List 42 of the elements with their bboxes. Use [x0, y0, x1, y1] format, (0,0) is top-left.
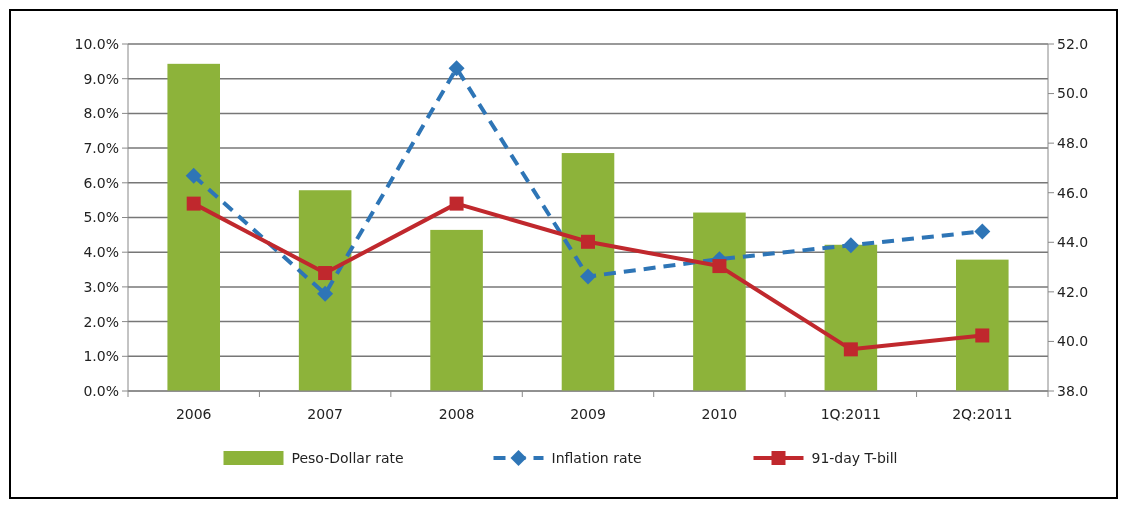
y-tick-label: 1.0%: [83, 348, 119, 365]
point: [185, 167, 202, 184]
point: [186, 196, 201, 211]
point: [449, 196, 464, 211]
point: [580, 268, 596, 285]
point: [843, 342, 858, 357]
x-tick-label: 1Q:2011: [820, 406, 881, 422]
y-tick-label: 5.0%: [83, 209, 119, 226]
y-tick-label: 4.0%: [83, 244, 119, 261]
point: [712, 259, 727, 274]
y-tick-label: 3.0%: [83, 278, 119, 295]
y-tick-label: 10.0%: [74, 35, 119, 52]
y2-tick-label: 44.0: [1057, 234, 1089, 251]
point: [317, 285, 334, 302]
x-tick-label: 2006: [175, 406, 212, 422]
y-tick-label: 0.0%: [83, 382, 119, 399]
point: [974, 223, 991, 240]
y2-tick-label: 38.0: [1057, 382, 1089, 399]
y2-tick-label: 48.0: [1057, 135, 1089, 152]
y2-tick-label: 42.0: [1057, 283, 1089, 300]
y2-tick-label: 50.0: [1057, 85, 1089, 102]
x-tick-label: 2007: [307, 406, 343, 422]
x-tick-label: 2009: [570, 406, 606, 422]
y-tick-label: 7.0%: [83, 140, 119, 156]
point: [581, 234, 595, 249]
y-tick-label: 6.0%: [83, 174, 119, 191]
y2-tick-label: 40.0: [1057, 333, 1089, 350]
y2-tick-label: 46.0: [1057, 184, 1089, 201]
x-tick-label: 2Q:2011: [952, 406, 1013, 422]
point: [448, 60, 465, 77]
x-tick-label: 2008: [438, 406, 475, 422]
point: [318, 266, 333, 281]
y-tick-label: 8.0%: [83, 105, 119, 122]
legend-label: 91-day T-bill: [811, 449, 898, 466]
point: [842, 237, 859, 254]
x-tick-label: 2010: [701, 406, 738, 422]
y2-tick-label: 52.0: [1057, 35, 1089, 52]
legend-label: Peso-Dollar rate: [291, 449, 404, 466]
y-tick-label: 2.0%: [83, 313, 119, 330]
y-tick-label: 9.0%: [83, 70, 119, 87]
point: [975, 328, 990, 343]
legend-label: Inflation rate: [551, 449, 642, 466]
